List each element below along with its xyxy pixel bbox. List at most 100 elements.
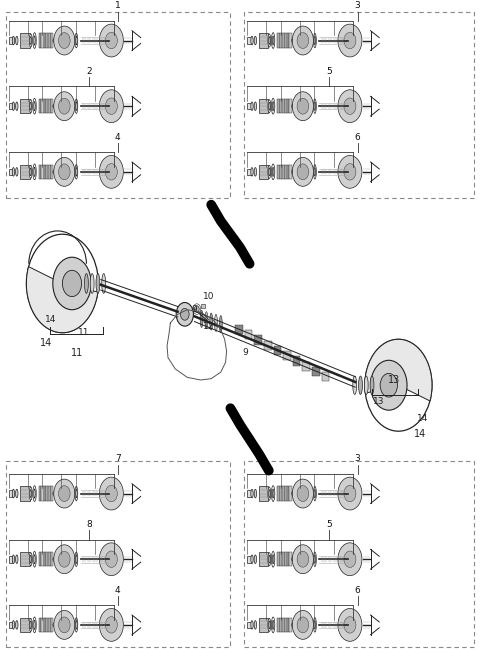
Text: 14: 14 [45,315,56,324]
Ellipse shape [314,168,316,176]
Circle shape [344,164,356,180]
Bar [46,165,48,179]
Bar [259,552,268,566]
Ellipse shape [314,621,316,629]
Bar [282,165,285,179]
Ellipse shape [313,486,316,501]
Circle shape [56,170,59,174]
Circle shape [338,155,362,188]
Circle shape [294,170,297,174]
Bar [39,617,41,632]
Ellipse shape [76,489,77,498]
Ellipse shape [30,168,31,176]
Ellipse shape [12,489,14,498]
Circle shape [297,164,309,180]
Bar [41,552,44,566]
Bar [247,37,251,44]
Text: 8: 8 [86,520,92,529]
Ellipse shape [76,621,77,629]
Ellipse shape [272,164,275,180]
Circle shape [297,492,300,496]
Bar [289,486,292,501]
Bar [244,461,474,646]
Circle shape [59,104,61,108]
Bar [287,617,289,632]
Ellipse shape [268,487,271,500]
Text: 11: 11 [71,348,83,358]
Bar [46,99,48,114]
Ellipse shape [30,36,31,44]
Bar [51,617,53,632]
Ellipse shape [359,376,362,395]
Bar [51,99,53,114]
Circle shape [106,32,117,49]
Bar [20,617,30,632]
Ellipse shape [34,489,36,498]
Circle shape [380,373,397,397]
Ellipse shape [251,102,253,110]
Ellipse shape [314,555,316,563]
Circle shape [99,609,123,641]
Bar [39,33,41,48]
Ellipse shape [75,165,78,179]
Ellipse shape [75,486,78,501]
Bar [285,99,287,114]
Circle shape [59,170,61,174]
Ellipse shape [33,32,36,48]
Text: 10: 10 [203,292,215,301]
Ellipse shape [269,490,270,498]
Circle shape [297,98,309,114]
Circle shape [294,557,297,561]
Bar [20,165,30,179]
Bar [277,552,280,566]
Bar [44,552,46,566]
Bar [46,33,48,48]
Bar [48,617,51,632]
Ellipse shape [268,553,271,566]
Circle shape [344,551,356,567]
Circle shape [297,170,300,174]
Ellipse shape [15,102,18,110]
Ellipse shape [102,274,106,293]
Bar [280,99,282,114]
Wedge shape [26,266,98,332]
Bar [247,103,251,110]
Bar [48,99,51,114]
Ellipse shape [33,617,36,633]
Circle shape [344,617,356,633]
Ellipse shape [314,489,316,498]
Circle shape [59,551,70,567]
Ellipse shape [272,102,274,111]
Bar [9,490,12,497]
Circle shape [292,545,313,574]
Bar [282,617,285,632]
Circle shape [291,492,294,496]
Circle shape [338,477,362,510]
Circle shape [62,270,82,297]
Ellipse shape [84,274,88,293]
Ellipse shape [15,555,18,563]
Circle shape [371,360,407,410]
Circle shape [292,92,313,121]
Ellipse shape [30,555,31,563]
Ellipse shape [34,167,36,176]
Text: 9: 9 [242,348,248,357]
Ellipse shape [254,489,256,498]
Ellipse shape [272,617,275,633]
Ellipse shape [96,274,100,293]
Bar [277,165,280,179]
Bar [302,362,310,371]
Bar [285,33,287,48]
Circle shape [53,623,56,627]
Bar [44,617,46,632]
Bar [312,367,320,376]
Bar [287,486,289,501]
Ellipse shape [251,555,253,563]
Ellipse shape [272,620,274,629]
Text: 11: 11 [78,329,90,337]
Bar [282,99,285,114]
Bar [287,552,289,566]
Circle shape [106,485,117,502]
Circle shape [99,477,123,510]
Ellipse shape [33,551,36,567]
